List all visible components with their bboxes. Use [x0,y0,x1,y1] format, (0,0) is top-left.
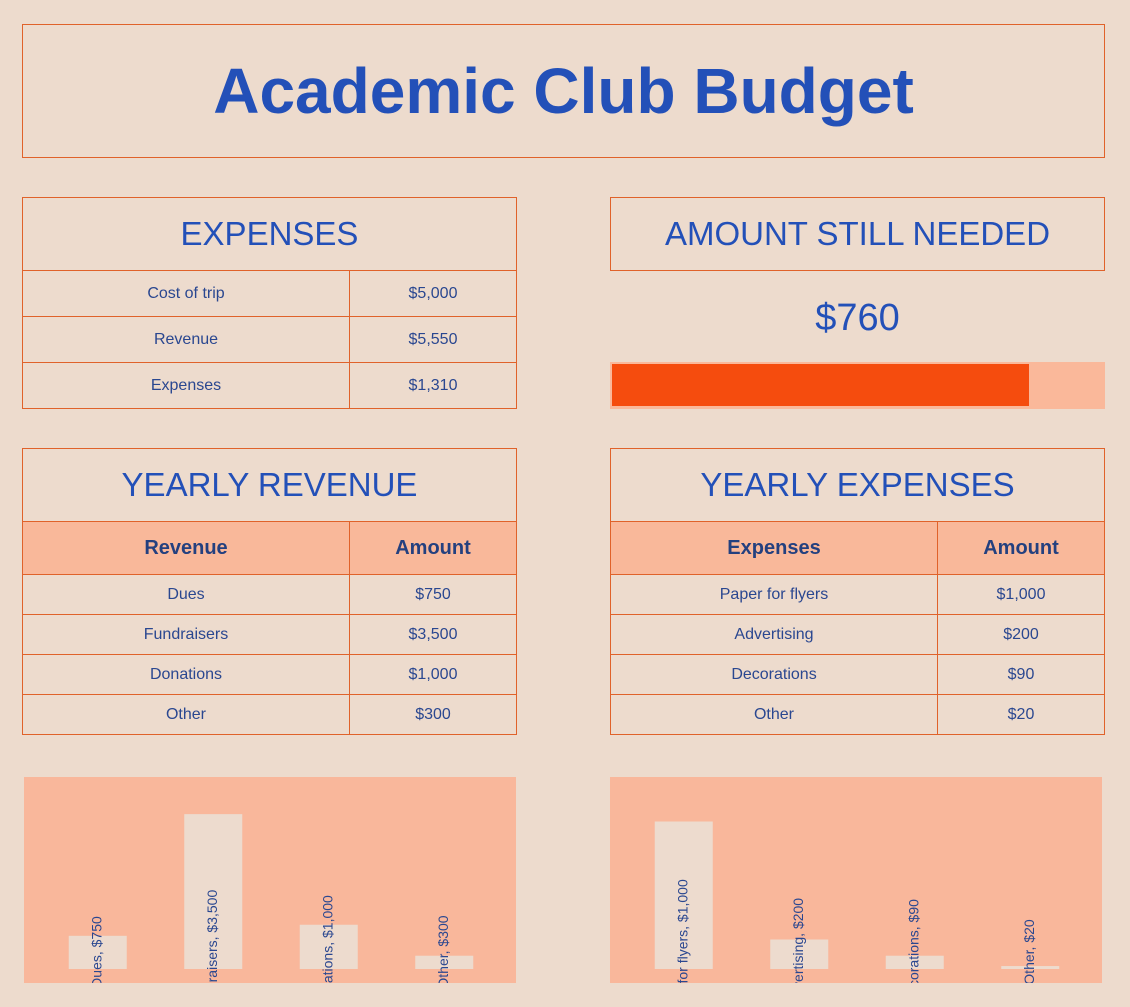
bar [654,821,713,969]
row-value: $3,500 [349,614,517,655]
row-label: Revenue [22,316,350,363]
row-label: Expenses [22,362,350,409]
section-header: AMOUNT STILL NEEDED [610,197,1105,271]
row-label: Fundraisers [22,614,350,655]
section-header: YEARLY REVENUE [22,448,517,522]
column-header: Amount [349,521,517,575]
data-label: Donations, $1,000 [319,895,335,983]
data-label: Paper for flyers, $1,000 [674,879,690,983]
section-header: EXPENSES [22,197,517,271]
row-value: $300 [349,694,517,735]
row-value: $1,000 [937,574,1105,615]
data-label: Advertising, $200 [790,898,806,983]
data-label: Dues, $750 [88,916,104,983]
column-header: Expenses [610,521,938,575]
bar [415,955,474,969]
title-box: Academic Club Budget [22,24,1105,158]
row-value: $5,000 [349,270,517,317]
section-header: YEARLY EXPENSES [610,448,1105,522]
column-header: Amount [937,521,1105,575]
row-label: Decorations [610,654,938,695]
row-label: Other [610,694,938,735]
row-value: $1,310 [349,362,517,409]
data-label: Decorations, $90 [905,899,921,983]
data-label: Other, $300 [435,915,451,983]
row-label: Advertising [610,614,938,655]
bar [770,939,829,969]
row-label: Cost of trip [22,270,350,317]
bar [1001,966,1060,969]
row-value: $90 [937,654,1105,695]
row-value: $200 [937,614,1105,655]
data-label: Fundraisers, $3,500 [204,890,220,983]
row-label: Other [22,694,350,735]
row-label: Dues [22,574,350,615]
amount: $760 [815,296,900,339]
bar [885,955,944,969]
row-value: $750 [349,574,517,615]
row-label: Donations [22,654,350,695]
column-header: Revenue [22,521,350,575]
bar [299,924,358,969]
bar [184,814,243,969]
chart: Paper for flyers, $1,000 Advertising, $20… [610,777,1102,983]
progress-fill [612,364,1029,406]
chart: Dues, $750 Fundraisers, $3,500 Donations, … [24,777,516,983]
row-value: $5,550 [349,316,517,363]
row-label: Paper for flyers [610,574,938,615]
bar [68,935,127,969]
row-value: $20 [937,694,1105,735]
row-value: $1,000 [349,654,517,695]
data-label: Other, $20 [1021,919,1037,983]
